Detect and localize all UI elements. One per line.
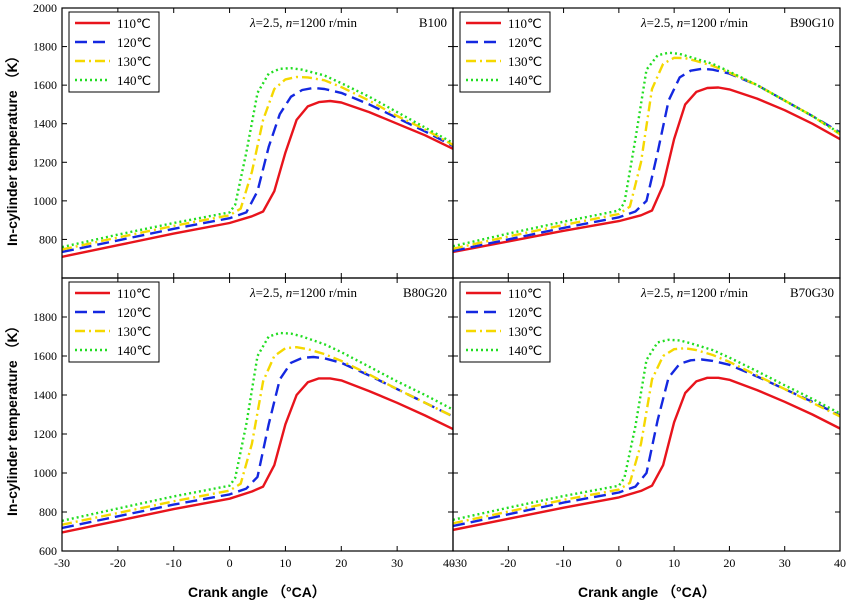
condition-annotation: λ=2.5, n=1200 r/min	[640, 15, 748, 30]
y-tick-label: 1800	[33, 40, 57, 54]
x-tick-label: -30	[54, 556, 70, 570]
y-tick-label: 1200	[33, 155, 57, 169]
series-line-130	[62, 75, 453, 251]
legend-label: 120℃	[508, 305, 542, 320]
series-line-110	[62, 377, 453, 534]
legend-label: 110℃	[508, 16, 542, 31]
legend: 110℃ 120℃ 130℃ 140℃	[459, 281, 551, 363]
y-axis-label-top: In-cylinder temperature （K）	[4, 48, 20, 246]
y-tick-label: 1200	[33, 427, 57, 441]
y-tick-label: 800	[39, 232, 57, 246]
x-tick-label: 30	[779, 556, 791, 570]
series-line-120	[453, 358, 840, 528]
y-tick-label: 1400	[33, 388, 57, 402]
series-line-110	[62, 99, 453, 258]
y-tick-label: 1800	[33, 310, 57, 324]
x-axis-label-left: Crank angle （°CA）	[188, 584, 326, 600]
x-tick-label: 10	[668, 556, 680, 570]
legend-label: 140℃	[508, 73, 542, 88]
series-line-120	[62, 86, 453, 254]
y-tick-label: 2000	[33, 1, 57, 15]
panel-b70g30: -30 -20 -10 0 10 20 30 40 110℃ 120℃ 130℃ 140℃ λ=2.5,…	[451, 277, 846, 570]
x-tick-label: 40	[443, 556, 455, 570]
y-tick-label: 1000	[33, 466, 57, 480]
y-tick-label: 600	[39, 544, 57, 558]
x-tick-label: 20	[335, 556, 347, 570]
x-tick-label: 10	[279, 556, 291, 570]
series-line-130	[62, 346, 453, 526]
panel-b100: 800100012001400160018002000110℃120℃130℃1…	[33, 1, 454, 279]
x-tick-label: -10	[166, 556, 182, 570]
panel-b80g20: 600 800 1000 1200 1400 1600 1800 -30 -20 -10 0 10 20…	[33, 277, 455, 570]
series-line-140	[453, 51, 840, 248]
legend-label: 120℃	[508, 35, 542, 50]
legend-label: 130℃	[508, 54, 542, 69]
series-line-130	[453, 56, 840, 250]
series-line-140	[62, 331, 453, 522]
legend: 110℃ 120℃ 130℃ 140℃	[459, 11, 551, 93]
series-line-110	[453, 86, 840, 254]
legend-label: 110℃	[117, 286, 151, 301]
y-tick-label: 1600	[33, 349, 57, 363]
series-line-120	[453, 67, 840, 253]
legend-label: 130℃	[508, 324, 542, 339]
x-axis-label-right: Crank angle （°CA）	[578, 584, 716, 600]
legend-label: 110℃	[508, 286, 542, 301]
y-tick-label: 1600	[33, 78, 57, 92]
condition-annotation: λ=2.5, n=1200 r/min	[640, 285, 748, 300]
legend: 110℃ 120℃ 130℃ 140℃	[68, 11, 160, 93]
series-line-110	[453, 376, 840, 532]
x-tick-label: 20	[723, 556, 735, 570]
legend-label: 130℃	[117, 54, 151, 69]
x-tick-label: 0	[616, 556, 622, 570]
legend-box	[68, 281, 160, 363]
legend-label: 120℃	[117, 35, 151, 50]
condition-annotation: λ=2.5, n=1200 r/min	[249, 285, 357, 300]
series-line-120	[62, 355, 453, 530]
panel-label: B100	[419, 15, 447, 30]
plot-frame	[452, 277, 841, 552]
legend-label: 140℃	[117, 73, 151, 88]
series-line-130	[453, 347, 840, 525]
y-tick-label: 1400	[33, 117, 57, 131]
legend-label: 140℃	[117, 343, 151, 358]
panel-label: B90G10	[790, 15, 834, 30]
panel-label: B80G20	[403, 285, 447, 300]
panel-b90g10: 110℃ 120℃ 130℃ 140℃ λ=2.5, n=1200 r/min B90G1…	[452, 7, 841, 279]
condition-annotation: λ=2.5, n=1200 r/min	[249, 15, 357, 30]
x-tick-label: -10	[556, 556, 572, 570]
legend-label: 120℃	[117, 305, 151, 320]
y-tick-label: 800	[39, 505, 57, 519]
legend-box	[459, 281, 551, 363]
x-tick-label: -30	[451, 556, 467, 570]
x-tick-label: -20	[110, 556, 126, 570]
legend-box	[459, 11, 551, 93]
y-axis-label-bottom: In-cylinder temperature （K）	[4, 318, 20, 516]
x-tick-label: 30	[391, 556, 403, 570]
legend-label: 140℃	[508, 343, 542, 358]
x-tick-label: 0	[227, 556, 233, 570]
x-tick-label: 40	[834, 556, 846, 570]
y-tick-label: 1000	[33, 194, 57, 208]
panel-label: B70G30	[790, 285, 834, 300]
legend-label: 110℃	[117, 16, 151, 31]
legend: 110℃ 120℃ 130℃ 140℃	[68, 281, 160, 363]
series-line-140	[62, 67, 453, 249]
x-tick-label: -20	[500, 556, 516, 570]
legend-label: 130℃	[117, 324, 151, 339]
legend-box	[68, 11, 160, 93]
series-line-140	[453, 338, 840, 521]
